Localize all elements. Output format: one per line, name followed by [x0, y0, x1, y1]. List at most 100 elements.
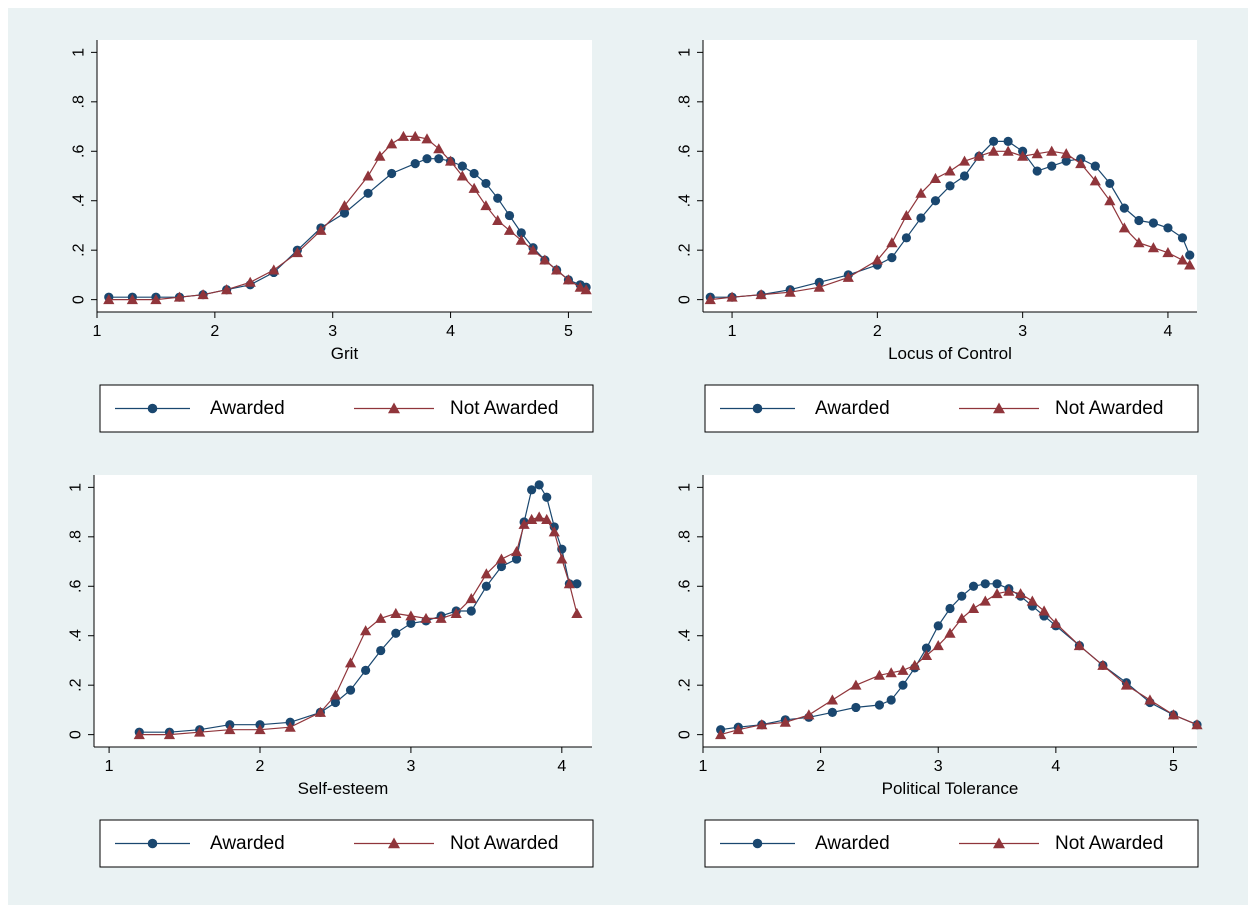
data-point-awarded	[457, 161, 467, 171]
data-point-not-awarded	[562, 274, 575, 285]
data-point-not-awarded	[173, 291, 186, 302]
data-point-not-awarded	[503, 224, 516, 235]
data-point-not-awarded	[405, 610, 417, 621]
data-point-not-awarded	[126, 294, 138, 305]
data-point-awarded	[980, 579, 990, 589]
data-point-awarded	[851, 702, 861, 713]
data-point-not-awarded	[850, 679, 862, 690]
legend-label-not-awarded: Not Awarded	[450, 398, 558, 419]
y-tick-label: 0	[677, 730, 694, 739]
y-tick-label: .2	[71, 243, 88, 256]
y-tick-label: .2	[677, 243, 694, 256]
data-point-not-awarded	[715, 729, 727, 740]
legend-marker-not-awarded	[993, 402, 1005, 414]
data-point-not-awarded	[1097, 659, 1109, 670]
data-point-awarded	[481, 178, 491, 189]
chart-svg: 0 .2 .4 .6 .8 1 1 2 3 4 5 Political Tolerance Awarde…	[677, 475, 1203, 868]
data-point-not-awarded	[574, 281, 586, 292]
data-point-not-awarded	[1075, 158, 1087, 169]
y-tick-label: .4	[677, 629, 694, 642]
data-point-not-awarded	[1133, 237, 1145, 248]
data-point-awarded	[1105, 178, 1115, 189]
data-point-not-awarded	[420, 612, 432, 623]
legend-label-not-awarded: Not Awarded	[1055, 398, 1163, 419]
data-point-awarded	[534, 480, 544, 490]
data-point-awarded	[874, 700, 885, 710]
data-point-not-awarded	[1017, 150, 1029, 161]
x-axis-title: Grit	[331, 344, 359, 363]
data-point-not-awarded	[556, 553, 568, 564]
data-point-not-awarded	[344, 657, 357, 668]
data-point-awarded	[330, 697, 341, 708]
data-point-not-awarded	[374, 150, 386, 161]
data-point-not-awarded	[268, 264, 280, 275]
chart-svg: 0 .2 .4 .6 .8 1 1 2 3 4 Locus of Control Awarded Not…	[677, 40, 1199, 433]
data-point-not-awarded	[704, 294, 716, 305]
plot-area	[97, 40, 592, 312]
data-point-not-awarded	[803, 709, 815, 720]
data-point-not-awarded	[1191, 719, 1203, 730]
data-point-awarded	[992, 579, 1002, 589]
x-axis-title: Self-esteem	[298, 779, 389, 798]
data-point-awarded	[921, 643, 932, 653]
data-point-awarded	[481, 581, 491, 591]
data-point-not-awarded	[450, 607, 462, 618]
legend-marker-not-awarded	[388, 837, 400, 849]
data-point-not-awarded	[915, 187, 927, 198]
data-point-not-awarded	[103, 294, 115, 305]
data-point-not-awarded	[967, 602, 980, 614]
data-point-awarded	[1061, 156, 1071, 166]
data-point-not-awarded	[944, 627, 956, 638]
data-point-awarded	[898, 680, 908, 690]
legend-marker-not-awarded	[388, 402, 400, 414]
x-tick-label: 2	[873, 323, 882, 340]
panel-self-esteem: 0 .2 .4 .6 .8 1 1 2 3 4 Self-esteem Awarded Not Awar…	[12, 450, 632, 885]
data-point-awarded	[1163, 223, 1173, 233]
data-point-not-awarded	[291, 247, 303, 258]
data-point-not-awarded	[541, 513, 553, 524]
data-point-not-awarded	[1014, 588, 1027, 599]
data-point-not-awarded	[1176, 254, 1189, 265]
data-point-not-awarded	[973, 150, 985, 161]
data-point-awarded	[516, 228, 526, 238]
data-point-awarded	[493, 193, 503, 203]
x-tick-label: 4	[557, 758, 566, 775]
data-point-awarded	[945, 603, 955, 614]
legend-label-awarded: Awarded	[815, 398, 890, 419]
data-point-not-awarded	[1118, 222, 1130, 233]
data-point-not-awarded	[456, 170, 468, 181]
data-point-awarded	[945, 181, 955, 191]
data-point-not-awarded	[842, 271, 854, 282]
data-point-awarded	[930, 196, 941, 206]
plot-area	[94, 475, 592, 747]
data-point-not-awarded	[150, 294, 162, 305]
data-point-not-awarded	[909, 659, 921, 670]
x-tick-label: 1	[699, 758, 708, 775]
data-point-not-awarded	[563, 578, 575, 589]
data-point-awarded	[1032, 166, 1042, 176]
data-point-not-awarded	[1060, 148, 1072, 159]
y-tick-label: .6	[71, 144, 88, 157]
data-point-not-awarded	[397, 130, 410, 141]
x-axis-title: Political Tolerance	[882, 779, 1019, 798]
x-tick-label: 3	[934, 758, 943, 775]
data-point-not-awarded	[314, 706, 326, 717]
data-point-not-awarded	[409, 130, 421, 141]
x-tick-label: 5	[1169, 758, 1178, 775]
data-point-not-awarded	[254, 724, 266, 735]
data-point-not-awarded	[244, 276, 256, 287]
chart-svg: 0 .2 .4 .6 .8 1 1 2 3 4 5 Grit Awarded Not Awarded	[71, 40, 594, 433]
x-tick-label: 2	[210, 323, 219, 340]
y-tick-label: .6	[68, 579, 85, 592]
y-tick-label: 0	[71, 295, 88, 304]
y-tick-label: 1	[71, 48, 88, 57]
data-point-not-awarded	[375, 612, 387, 623]
data-point-not-awarded	[813, 281, 825, 292]
data-point-not-awarded	[444, 155, 457, 166]
data-point-not-awarded	[958, 155, 971, 166]
data-point-not-awarded	[886, 237, 898, 248]
data-point-not-awarded	[468, 182, 480, 193]
data-point-not-awarded	[756, 719, 768, 730]
data-point-not-awarded	[956, 612, 968, 623]
legend-marker-awarded	[147, 838, 158, 849]
